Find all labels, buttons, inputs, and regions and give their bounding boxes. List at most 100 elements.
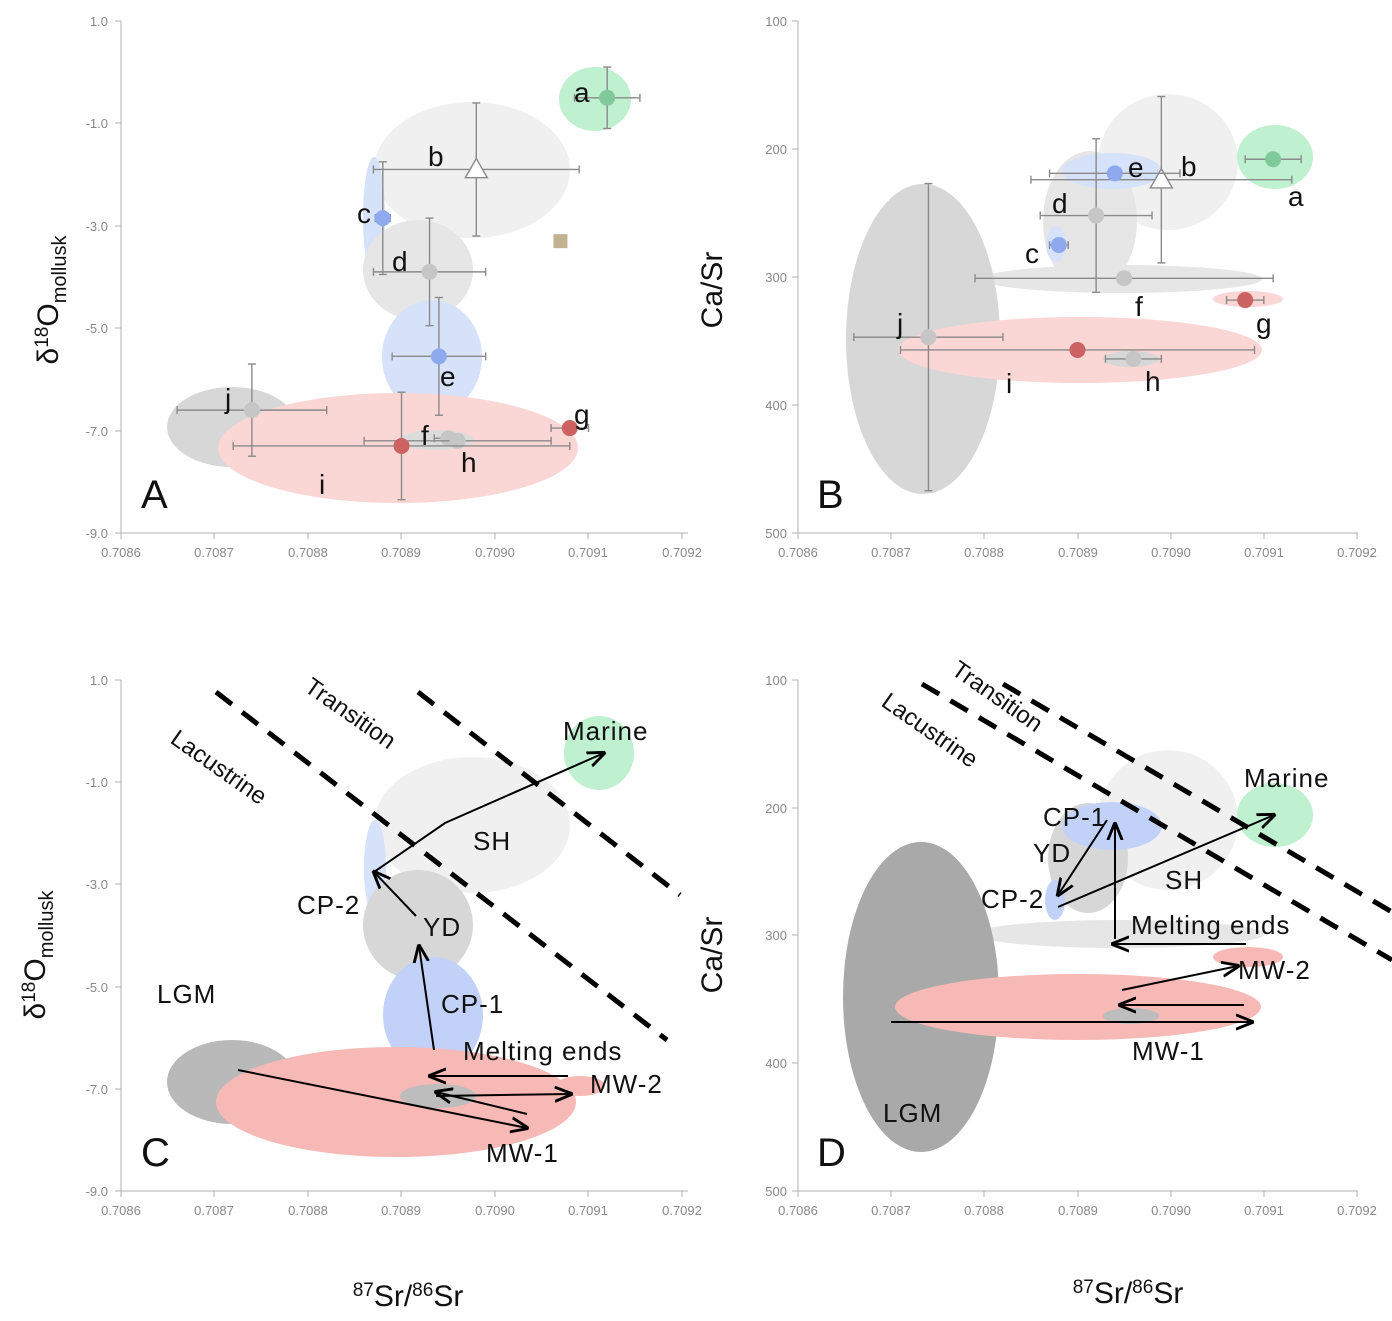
- x-tick-label: 0.7091: [568, 545, 608, 560]
- panel-d-arrows: [891, 815, 1274, 1022]
- x-tick-label: 0.7086: [778, 545, 818, 560]
- x-tick-label: 0.7092: [1337, 1203, 1377, 1218]
- point-label: f: [421, 420, 429, 451]
- panel-d-boundaries: [920, 681, 1392, 963]
- point-label: e: [1128, 152, 1144, 183]
- region-label-marine: Marine: [1244, 763, 1329, 793]
- panel-c-axes: 0.7086 0.7087 0.7088 0.7089 0.7090 0.709…: [86, 673, 702, 1218]
- x-tick-label: 0.7091: [568, 1203, 608, 1218]
- arrow-to-mw2: [435, 1094, 571, 1096]
- data-point: [430, 348, 447, 365]
- panel-a-axes: 0.7086 0.7087 0.7088 0.7089 0.7090 0.709…: [86, 14, 702, 560]
- region-label-lgm: LGM: [883, 1098, 942, 1128]
- arrow-to-mw2: [1121, 966, 1238, 991]
- y-tick-label: 300: [765, 928, 787, 943]
- point-label: g: [574, 399, 590, 430]
- point-label: j: [224, 383, 231, 414]
- y-tick-label: -5.0: [86, 321, 108, 336]
- x-tick-label: 0.7089: [1058, 545, 1098, 560]
- point-label: d: [392, 246, 408, 277]
- point-label: h: [461, 447, 477, 478]
- panel-b-points: [853, 95, 1302, 492]
- panel-a: 0.7086 0.7087 0.7088 0.7089 0.7090 0.709…: [86, 14, 702, 560]
- y-tick-label: 500: [765, 526, 787, 541]
- region-label-mw2: MW-2: [590, 1069, 663, 1099]
- panel-a-labels: a b c d e f g h i j: [224, 77, 590, 500]
- region-sh: [1098, 750, 1238, 890]
- y-tick-label: -1.0: [86, 775, 108, 790]
- x-tick-label: 0.7090: [475, 545, 515, 560]
- x-tick-label: 0.7090: [1151, 1203, 1191, 1218]
- data-point: [1116, 270, 1133, 287]
- x-tick-label: 0.7087: [194, 1203, 234, 1218]
- data-point: [561, 420, 578, 437]
- y-tick-label: 400: [765, 398, 787, 413]
- y-tick-label: -7.0: [86, 424, 108, 439]
- y-tick-label: 100: [765, 14, 787, 29]
- region-label-melting-ends: Melting ends: [1131, 910, 1290, 940]
- x-ticks-b: 0.7086 0.7087 0.7088 0.7089 0.7090 0.709…: [778, 533, 1377, 560]
- zone-label-transition: Transition: [300, 673, 401, 755]
- region-label-mw1: MW-1: [1132, 1036, 1205, 1066]
- region-label-mw2: MW-2: [1238, 955, 1311, 985]
- panel-letter-c: C: [141, 1131, 170, 1175]
- boundary-lacustrine: [920, 681, 1392, 963]
- data-point: [599, 89, 616, 106]
- y-tick-label: 100: [765, 673, 787, 688]
- region-melting-grey: [1103, 1008, 1159, 1024]
- data-point-square: [553, 234, 568, 249]
- region-label-cp1: CP-1: [1043, 802, 1106, 832]
- region-melting-ends: [975, 920, 1265, 948]
- point-label: b: [1181, 151, 1197, 182]
- data-point: [1088, 207, 1105, 224]
- region-label-cp1: CP-1: [441, 989, 504, 1019]
- y-tick-label: 200: [765, 801, 787, 816]
- y-tick-label: 200: [765, 142, 787, 157]
- region-label-marine: Marine: [563, 716, 648, 746]
- point-label: d: [1052, 188, 1068, 219]
- y-axis-title-a: δ18Omollusk: [32, 235, 71, 365]
- y-tick-label: -7.0: [86, 1082, 108, 1097]
- x-tick-label: 0.7086: [101, 1203, 141, 1218]
- y-axis-title-b: Ca/Sr: [696, 252, 729, 329]
- x-tick-label: 0.7089: [381, 1203, 421, 1218]
- panel-b-labels: a b c d e f g h i j: [896, 151, 1304, 399]
- point-label: i: [1006, 368, 1012, 399]
- data-point-triangle: [1149, 167, 1174, 189]
- panel-letter-d: D: [817, 1131, 846, 1175]
- panel-letter-b: B: [817, 473, 844, 517]
- panel-b-axes: 0.7086 0.7087 0.7088 0.7089 0.7090 0.709…: [765, 14, 1377, 560]
- x-tick-label: 0.7091: [1244, 545, 1284, 560]
- x-tick-label: 0.7088: [964, 1203, 1004, 1218]
- x-ticks-a: 0.7086 0.7087 0.7088 0.7089 0.7090 0.709…: [101, 533, 702, 560]
- point-label: j: [896, 308, 903, 339]
- boundary-transition: [1001, 681, 1392, 915]
- panel-letter-a: A: [141, 473, 168, 517]
- region-label-lgm: LGM: [157, 979, 216, 1009]
- zone-a-green: [559, 67, 631, 131]
- data-point: [1106, 165, 1123, 182]
- data-point: [1125, 350, 1142, 367]
- x-tick-label: 0.7089: [1058, 1203, 1098, 1218]
- point-label: h: [1145, 366, 1161, 397]
- arrow-to-yd: [374, 872, 417, 917]
- data-point: [1050, 237, 1067, 253]
- zone-label-lacustrine: Lacustrine: [877, 688, 983, 774]
- y-tick-label: -3.0: [86, 219, 108, 234]
- x-tick-label: 0.7087: [194, 545, 234, 560]
- point-label: c: [357, 198, 371, 229]
- x-tick-label: 0.7092: [662, 1203, 702, 1218]
- data-point: [1237, 292, 1254, 309]
- panel-a-shading: [167, 67, 631, 503]
- region-label-cp2: CP-2: [297, 890, 360, 920]
- point-label: a: [574, 77, 590, 108]
- panel-c-arrows: [237, 753, 604, 1128]
- x-tick-label: 0.7088: [964, 545, 1004, 560]
- y-axis-title-d: Ca/Sr: [696, 917, 729, 994]
- y-ticks-c: 1.0 -1.0 -3.0 -5.0 -7.0 -9.0: [86, 673, 121, 1199]
- point-label: g: [1256, 308, 1272, 339]
- region-mw1: [895, 974, 1261, 1040]
- x-tick-label: 0.7086: [778, 1203, 818, 1218]
- arrow-cp1-to-cp2: [1058, 819, 1108, 895]
